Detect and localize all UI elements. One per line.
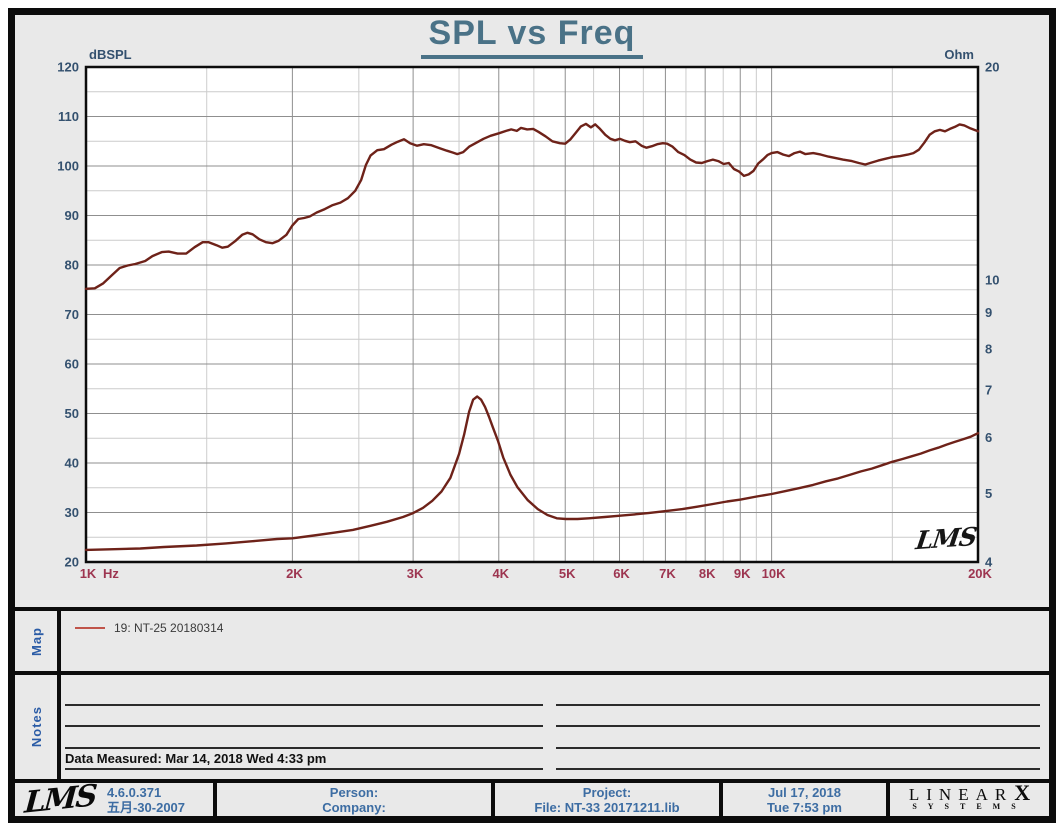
legend-line-swatch	[75, 627, 105, 629]
notes-label: Notes	[28, 706, 44, 748]
notes-rule-line	[65, 768, 543, 770]
person-label: Person:	[329, 784, 379, 800]
footer-cell-datetime: Jul 17, 2018 Tue 7:53 pm	[723, 783, 886, 816]
notes-rule-line	[556, 768, 1040, 770]
map-label: Map	[28, 626, 44, 656]
page-frame: Map 19: NT-25 20180314 Notes Data Measur…	[8, 8, 1056, 823]
build-date-text: 五月-30-2007	[106, 799, 186, 815]
footer-divider	[886, 783, 890, 816]
legend-item: 19: NT-25 20180314	[75, 621, 223, 635]
print-time: Tue 7:53 pm	[767, 799, 842, 815]
footer-cell-brand: LINEAR X SYSTEMS	[890, 780, 1049, 816]
map-label-cell: Map	[15, 611, 61, 671]
data-measured-text: Data Measured: Mar 14, 2018 Wed 4:33 pm	[65, 751, 327, 766]
project-label: Project:	[582, 784, 632, 800]
footer-divider	[719, 783, 723, 816]
footer-divider	[491, 783, 495, 816]
print-date: Jul 17, 2018	[768, 784, 841, 800]
lms-logo: LMS	[23, 777, 97, 821]
notes-label-cell: Notes	[15, 675, 61, 779]
notes-rule-line	[556, 704, 1040, 706]
legend-label: 19: NT-25 20180314	[114, 621, 224, 635]
notes-strip: Notes Data Measured: Mar 14, 2018 Wed 4:…	[15, 675, 1049, 783]
file-label: File: NT-33 20171211.lib	[534, 799, 680, 815]
notes-rule-line	[65, 747, 543, 749]
notes-rule-line	[65, 704, 543, 706]
version-text: 4.6.0.371	[106, 784, 162, 800]
notes-rule-line	[65, 725, 543, 727]
notes-rule-line	[556, 747, 1040, 749]
chart-title-wrap: SPL vs Freq	[86, 14, 978, 59]
notes-rule-line	[556, 725, 1040, 727]
footer-strip: LMS 4.6.0.371 五月-30-2007 Person: Company…	[15, 777, 1049, 821]
map-strip: Map 19: NT-25 20180314	[15, 607, 1049, 675]
footer-cell-project: Project: File: NT-33 20171211.lib	[495, 783, 719, 816]
footer-divider	[213, 783, 217, 816]
linearx-systems-text: SYSTEMS	[912, 802, 1027, 811]
company-label: Company:	[322, 799, 386, 815]
chart-title: SPL vs Freq	[420, 14, 644, 59]
footer-cell-lms: LMS 4.6.0.371 五月-30-2007	[15, 777, 213, 821]
linearx-logo: LINEAR X	[908, 780, 1031, 805]
lms-watermark: LMS	[914, 521, 979, 556]
footer-cell-person: Person: Company:	[217, 783, 491, 816]
